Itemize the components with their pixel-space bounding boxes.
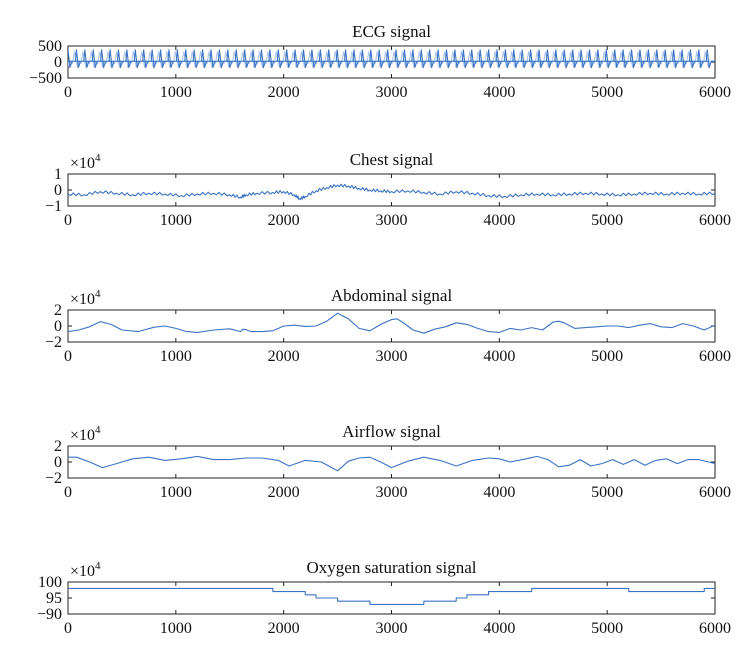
airflow-xtick-label: 5000 [591, 484, 623, 501]
airflow-exponent-label: ×104 [70, 424, 101, 444]
chest-panel: Chest signal ×104 0 1000 2000 3000 4000 5000 600… [45, 150, 731, 229]
abdominal-xtick-label: 3000 [376, 348, 408, 365]
chest-xtick-label: 3000 [376, 212, 408, 229]
airflow-panel: Airflow signal ×104 0 1000 2000 3000 4000 5000 6… [45, 422, 731, 501]
oxygen-axes-frame [67, 581, 716, 615]
oxygen-title: Oxygen saturation signal [307, 558, 477, 577]
airflow-xtick-label: 0 [64, 484, 72, 501]
abdominal-ytick-label: 2 [54, 302, 62, 319]
oxygen-xtick-label: 0 [64, 620, 72, 637]
chest-xtick-label: 2000 [268, 212, 300, 229]
chest-signal-line [68, 183, 715, 201]
oxygen-ytick-label: −90 [37, 606, 62, 623]
oxygen-xtick-label: 6000 [699, 620, 731, 637]
ecg-ytick-label: 0 [54, 54, 62, 71]
airflow-title: Airflow signal [342, 422, 441, 441]
oxygen-xtick-label: 3000 [376, 620, 408, 637]
oxygen-ytick-label: 95 [46, 590, 62, 607]
airflow-xtick-label: 1000 [160, 484, 192, 501]
abdominal-xtick-label: 5000 [591, 348, 623, 365]
oxygen-xtick-label: 4000 [483, 620, 515, 637]
oxygen-panel: Oxygen saturation signal ×104 0 1000 2000 300… [37, 558, 731, 637]
chest-xtick-label: 5000 [591, 212, 623, 229]
ecg-signal-line [68, 49, 715, 68]
oxygen-xtick-label: 5000 [591, 620, 623, 637]
ecg-xtick-label: 4000 [483, 84, 515, 101]
ecg-xtick-label: 6000 [699, 84, 731, 101]
airflow-xtick-label: 6000 [699, 484, 731, 501]
ecg-title: ECG signal [352, 22, 431, 41]
ecg-xtick-label: 2000 [268, 84, 300, 101]
airflow-signal-line [68, 455, 715, 472]
ecg-ytick-label: −500 [29, 70, 62, 87]
ecg-xtick-label: 1000 [160, 84, 192, 101]
airflow-ytick-label: −2 [45, 470, 62, 487]
oxygen-signal-line [68, 587, 715, 605]
chest-title: Chest signal [350, 150, 434, 169]
chest-axes-frame [67, 173, 716, 207]
oxygen-ytick-label: 100 [38, 574, 62, 591]
abdominal-xtick-label: 2000 [268, 348, 300, 365]
abdominal-xtick-label: 6000 [699, 348, 731, 365]
abdominal-ytick-label: −2 [45, 334, 62, 351]
airflow-ytick-label: 0 [54, 454, 62, 471]
airflow-xtick-label: 2000 [268, 484, 300, 501]
abdominal-panel: Abdominal signal ×104 0 1000 2000 3000 4000 500… [45, 286, 731, 365]
chest-ytick-label: 0 [54, 182, 62, 199]
abdominal-xtick-label: 1000 [160, 348, 192, 365]
abdominal-xtick-label: 0 [64, 348, 72, 365]
ecg-xtick-label: 0 [64, 84, 72, 101]
airflow-xtick-label: 3000 [376, 484, 408, 501]
airflow-xtick-label: 4000 [483, 484, 515, 501]
abdominal-exponent-label: ×104 [70, 288, 101, 308]
oxygen-xtick-label: 2000 [268, 620, 300, 637]
abdominal-signal-line [68, 312, 715, 334]
ecg-xtick-label: 5000 [591, 84, 623, 101]
chest-xtick-label: 6000 [699, 212, 731, 229]
ecg-xtick-label: 3000 [376, 84, 408, 101]
chest-xtick-label: 1000 [160, 212, 192, 229]
chest-ytick-label: −1 [45, 198, 62, 215]
oxygen-exponent-label: ×104 [70, 560, 101, 580]
chest-ytick-label: 1 [54, 166, 62, 183]
ecg-ytick-label: 500 [38, 38, 62, 55]
abdominal-xtick-label: 4000 [483, 348, 515, 365]
abdominal-title: Abdominal signal [331, 286, 453, 305]
oxygen-xtick-label: 1000 [160, 620, 192, 637]
airflow-ytick-label: 2 [54, 438, 62, 455]
chest-exponent-label: ×104 [70, 152, 101, 172]
chest-xtick-label: 4000 [483, 212, 515, 229]
chest-xtick-label: 0 [64, 212, 72, 229]
abdominal-ytick-label: 0 [54, 318, 62, 335]
